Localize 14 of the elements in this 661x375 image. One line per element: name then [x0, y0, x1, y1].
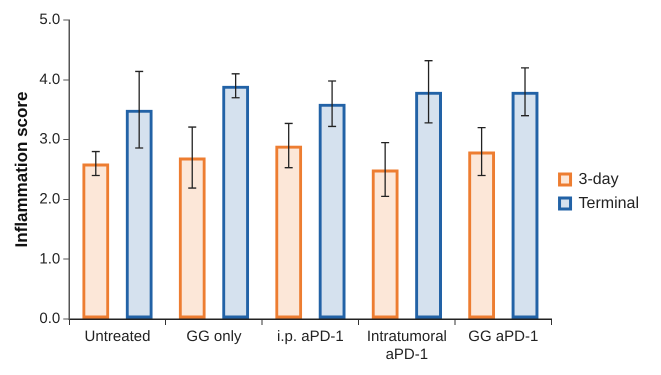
y-tick-label: 4.0 [39, 70, 60, 88]
x-tick-label: i.p. aPD-1 [277, 328, 344, 346]
x-tick-label: Intratumoral aPD-1 [366, 328, 447, 364]
y-tick-label: 0.0 [39, 310, 60, 328]
legend-label: Terminal [578, 194, 640, 212]
x-tick-label: GG only [186, 328, 242, 346]
y-axis-title: Inflammation score [12, 92, 31, 248]
x-tick-label: Untreated [84, 328, 150, 346]
y-tick-label: 3.0 [39, 130, 60, 148]
legend-label: 3-day [578, 170, 619, 188]
y-tick-label: 2.0 [39, 190, 60, 208]
y-tick-label: 1.0 [39, 250, 60, 268]
x-tick-label: GG aPD-1 [468, 328, 538, 346]
y-tick-label: 5.0 [39, 11, 60, 28]
